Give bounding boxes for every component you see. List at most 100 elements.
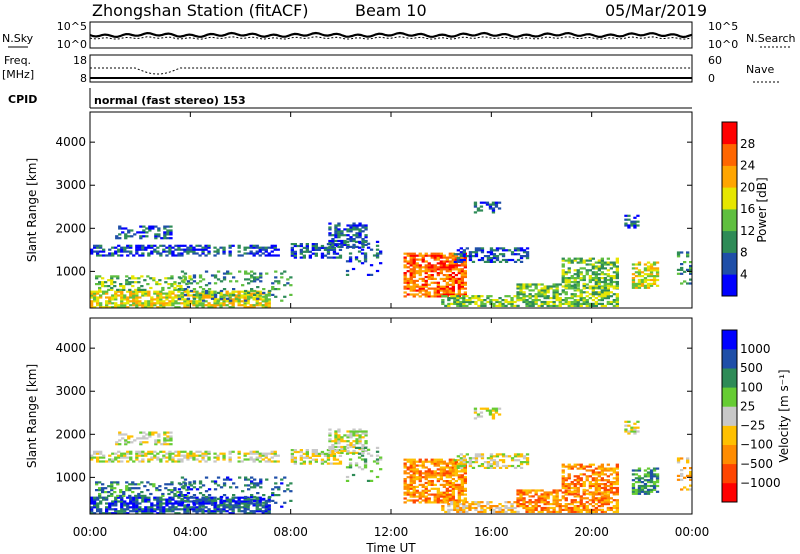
velocity-cell [652, 469, 657, 472]
velocity-cell [135, 456, 139, 459]
velocity-cell [228, 452, 232, 455]
power-cell [498, 302, 502, 305]
power-cell [436, 258, 440, 261]
power-cell [445, 283, 449, 286]
power-cell [412, 281, 416, 284]
velocity-cell [246, 512, 250, 515]
power-cell [169, 233, 173, 236]
power-cell [195, 292, 199, 295]
power-cell [585, 259, 589, 262]
power-cell [141, 248, 145, 251]
power-cell [409, 275, 413, 279]
velocity-cell [588, 469, 592, 472]
power-cell [335, 252, 340, 255]
power-cell [118, 227, 122, 230]
velocity-cell [421, 466, 425, 469]
velocity-cell [96, 496, 100, 499]
velocity-cell [588, 503, 592, 506]
velocity-cell [439, 478, 443, 481]
power-cell [116, 288, 120, 291]
velocity-cell [110, 492, 114, 496]
power-cell [122, 285, 126, 288]
velocity-cell [198, 460, 202, 463]
power-cell [552, 285, 556, 288]
velocity-cell [561, 495, 565, 498]
velocity-cell [201, 510, 205, 513]
velocity-cell [141, 496, 145, 499]
velocity-cell [273, 452, 277, 455]
velocity-cell [448, 472, 452, 475]
power-cell [522, 255, 527, 258]
velocity-cell [189, 454, 193, 457]
power-cell [588, 269, 592, 272]
power-cell [436, 254, 440, 257]
velocity-cell [567, 484, 571, 488]
power-cell [237, 254, 241, 257]
power-cell [366, 246, 371, 249]
velocity-cell [249, 502, 253, 505]
velocity-cell [421, 491, 425, 494]
velocity-cell [489, 459, 494, 462]
power-cell [451, 268, 455, 271]
ytick-label: 3000 [55, 384, 86, 398]
power-cell [114, 298, 118, 301]
velocity-cell [513, 453, 518, 456]
velocity-cell [519, 453, 524, 456]
velocity-cell [165, 500, 169, 503]
power-cell [591, 263, 595, 266]
velocity-cell [430, 474, 434, 477]
power-cell [491, 207, 496, 210]
power-cell [118, 233, 122, 236]
power-cell [522, 249, 527, 252]
velocity-cell [283, 490, 287, 493]
velocity-cell [409, 474, 413, 477]
power-cell [456, 249, 460, 252]
power-cell [442, 266, 446, 269]
velocity-cell [156, 508, 160, 511]
power-cell [163, 237, 167, 240]
velocity-cell [522, 506, 526, 510]
velocity-cell [646, 471, 651, 474]
power-cell [204, 300, 208, 303]
velocity-cell [525, 510, 529, 513]
velocity-cell [570, 486, 574, 490]
velocity-cell [451, 495, 455, 498]
power-cell [93, 244, 97, 247]
velocity-cell [229, 505, 233, 508]
power-cell [93, 298, 97, 301]
power-cell [323, 246, 328, 249]
power-cell [597, 273, 601, 276]
power-cell [612, 300, 616, 304]
power-cell [277, 282, 281, 285]
power-cell [305, 243, 309, 246]
xtick-label: 04:00 [173, 525, 208, 539]
power-cell [603, 304, 607, 307]
velocity-cell [141, 454, 145, 457]
velocity-cell [135, 502, 139, 505]
velocity-cell [90, 498, 94, 501]
power-cell [252, 296, 256, 299]
power-cell [108, 254, 112, 257]
velocity-cell [328, 438, 332, 441]
velocity-cell [264, 502, 268, 505]
velocity-cell [147, 498, 151, 501]
velocity-cell [448, 499, 452, 502]
power-cell [430, 274, 434, 277]
power-cell [314, 244, 318, 248]
power-cell [627, 214, 631, 217]
power-cell [646, 282, 651, 285]
power-cell [358, 234, 362, 237]
power-cell [249, 246, 253, 249]
velocity-cell [447, 505, 451, 508]
power-cell [522, 291, 526, 294]
power-cell [646, 284, 651, 287]
velocity-cell [534, 493, 538, 496]
velocity-cell [406, 499, 410, 502]
velocity-cell [231, 506, 235, 509]
velocity-cell [615, 506, 619, 510]
power-cell [277, 280, 281, 283]
power-cell [537, 299, 541, 302]
velocity-cell [448, 466, 452, 469]
power-cell [552, 300, 556, 304]
velocity-cell [474, 457, 479, 460]
